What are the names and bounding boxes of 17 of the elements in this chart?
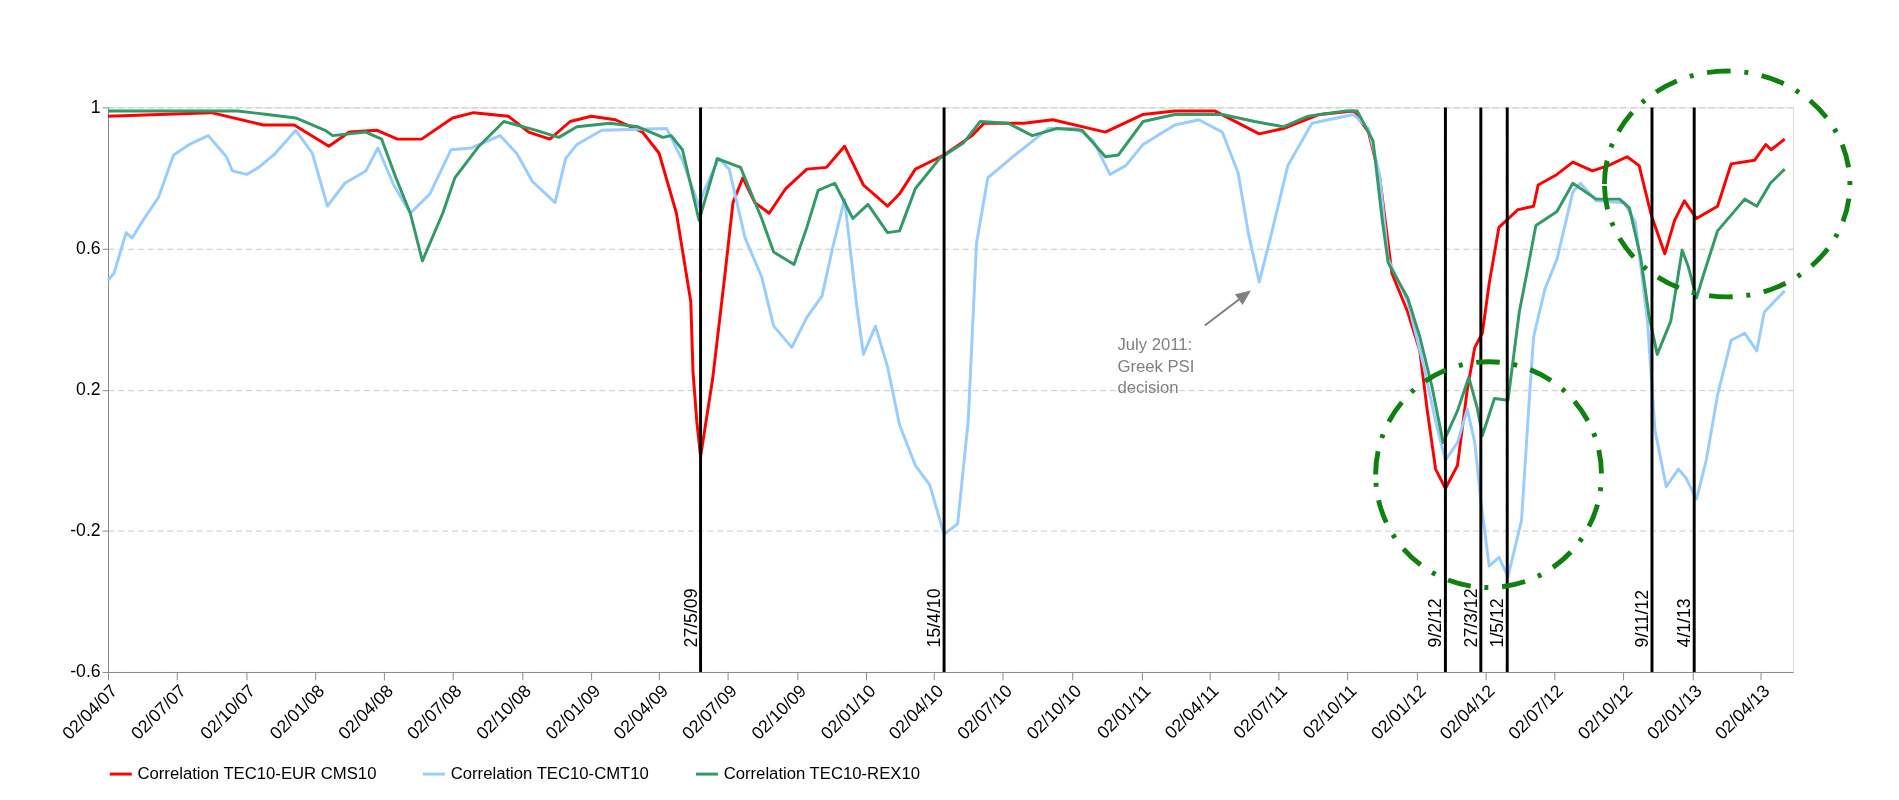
- y-tick-label: 0.2: [76, 379, 101, 400]
- legend-label: Correlation TEC10-REX10: [723, 764, 920, 784]
- y-tick-label: 1: [90, 96, 101, 117]
- ref-line-label: 15/4/10: [924, 588, 945, 648]
- legend-label: Correlation TEC10-EUR CMS10: [137, 764, 377, 784]
- ref-line-label: 9/2/12: [1425, 598, 1446, 648]
- ref-line-label: 4/1/13: [1674, 598, 1695, 648]
- annotation: July 2011: Greek PSI decision: [1117, 334, 1195, 398]
- y-tick-label: -0.6: [70, 661, 101, 682]
- line-series: [106, 112, 1787, 579]
- legend-label: Correlation TEC10-CMT10: [450, 764, 649, 784]
- ref-line-label: 27/3/12: [1460, 588, 1481, 648]
- ref-line-label: 1/5/12: [1487, 598, 1508, 648]
- y-tick-label: 0.6: [76, 237, 101, 258]
- y-tick-label: -0.2: [70, 520, 101, 541]
- ref-line-label: 27/5/09: [680, 588, 701, 648]
- ref-line-label: 9/11/12: [1632, 589, 1653, 648]
